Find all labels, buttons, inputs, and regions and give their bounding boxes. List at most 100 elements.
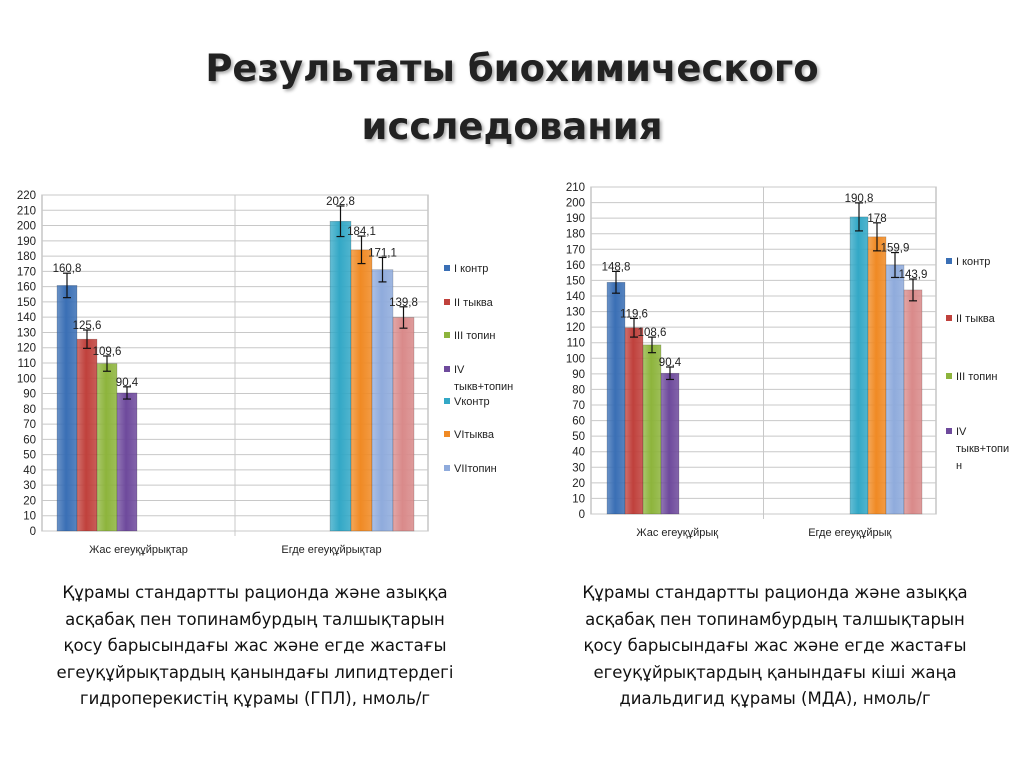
y-tick-label: 210 [566,182,585,194]
y-tick-label: 90 [572,369,585,381]
legend-label: Vконтр [454,396,490,408]
y-tick-label: 20 [572,478,585,490]
caption-line: егеуқұйрықтардың қанындағы кіші жаңа [593,662,957,682]
data-label: 184,1 [347,226,376,238]
y-tick-label: 100 [566,353,585,365]
caption-line: асқабақ пен топинамбурдың талшықтарын [585,609,965,629]
category-label: Егде егеуқұйрық [808,527,891,539]
legend-swatch [946,315,952,321]
data-label: 190,8 [845,193,874,205]
y-tick-label: 0 [579,509,585,521]
y-tick-label: 150 [566,275,585,287]
chart-0: 0 10 20 30 40 50 60 70 80 90 100 110 120 130 140 150 160… [17,190,513,556]
data-label: 125,6 [73,320,102,332]
bar [624,327,644,515]
category-label: Жас егеуқұйрықтар [89,544,188,556]
legend-swatch [444,265,450,271]
y-tick-label: 70 [572,400,585,412]
legend-label: II тыква [956,313,996,325]
y-tick-label: 140 [566,291,585,303]
y-tick-label: 40 [23,465,36,477]
y-tick-label: 30 [572,462,585,474]
y-tick-label: 10 [572,493,585,505]
y-tick-label: 140 [17,312,36,324]
bar [96,363,118,532]
legend-swatch [444,431,450,437]
legend-label: IV [956,426,967,438]
data-label: 90,4 [659,357,682,369]
legend-label: III топин [956,371,997,383]
y-tick-label: 70 [23,419,36,431]
legend-swatch [444,398,450,404]
y-tick-label: 200 [17,221,36,233]
caption-line: Құрамы стандартты рационда және азыққа [582,583,968,602]
y-tick-label: 60 [23,434,36,446]
data-label: 139,8 [389,297,418,309]
legend-label-cont: н [956,460,962,472]
legend-label-cont: тыкв+топи [956,443,1009,455]
bar [849,216,869,515]
legend-label-cont: тыкв+топин [454,381,513,393]
bar [642,344,662,515]
bar [660,372,680,515]
legend-label: VIIтопин [454,463,497,475]
category-label: Жас егеуқұйрық [636,527,718,539]
data-label: 143,9 [899,269,928,281]
bar [903,289,923,515]
data-label: 90,4 [116,377,139,389]
y-tick-label: 30 [23,480,36,492]
y-tick-label: 20 [23,495,36,507]
bar [116,392,138,532]
category-label: Егде егеуқұйрықтар [281,544,381,556]
y-tick-label: 80 [572,384,585,396]
y-tick-label: 110 [567,338,585,350]
bar [329,220,352,532]
y-tick-label: 50 [23,450,36,462]
y-tick-label: 160 [566,260,585,272]
legend-label: IV [454,364,465,376]
legend-swatch [946,428,952,434]
data-label: 171,1 [368,247,397,259]
caption-line: Құрамы стандартты рационда және азыққа [62,583,448,602]
y-tick-label: 170 [566,244,585,256]
y-tick-label: 60 [572,416,585,428]
legend-swatch [444,332,450,338]
legend-swatch [946,373,952,379]
bar [76,338,98,532]
bar [885,264,905,515]
caption-right: Құрамы стандартты рационда және азыққа а… [540,580,1010,713]
legend-swatch [444,299,450,305]
y-tick-label: 0 [30,526,36,538]
y-tick-label: 210 [17,205,36,217]
caption-line: егеуқұйрықтардың қанындағы липидтердегі [56,662,454,682]
y-tick-label: 40 [572,447,585,459]
data-label: 109,6 [93,346,122,358]
y-tick-label: 190 [17,236,36,248]
caption-line: қосу барысындағы жас және егде жастағы [63,636,447,655]
bar [371,269,394,532]
data-label: 148,8 [602,261,631,273]
slide-title: Результаты биохимического исследования [0,40,1024,156]
y-tick-label: 190 [566,213,585,225]
caption-line: асқабақ пен топинамбурдың талшықтарын [65,609,445,629]
y-tick-label: 150 [17,297,36,309]
y-tick-label: 120 [566,322,585,334]
caption-line: гидроперекистің құрамы (ГПЛ), нмоль/г [79,689,431,708]
y-tick-label: 220 [17,190,36,202]
legend-swatch [444,465,450,471]
legend-label: VIтыква [454,429,495,441]
data-label: 119,6 [620,308,648,320]
y-tick-label: 160 [17,282,36,294]
legend-label: I контр [956,256,990,268]
y-tick-label: 80 [23,404,36,416]
legend-swatch [444,366,450,372]
bar [350,249,373,532]
y-tick-label: 120 [17,343,36,355]
title-line: Результаты биохимического [205,47,819,90]
caption-line: диальдигид құрамы (МДА), нмоль/г [619,689,931,708]
y-tick-label: 130 [17,327,36,339]
data-label: 159,9 [881,243,910,255]
y-tick-label: 180 [566,229,585,241]
